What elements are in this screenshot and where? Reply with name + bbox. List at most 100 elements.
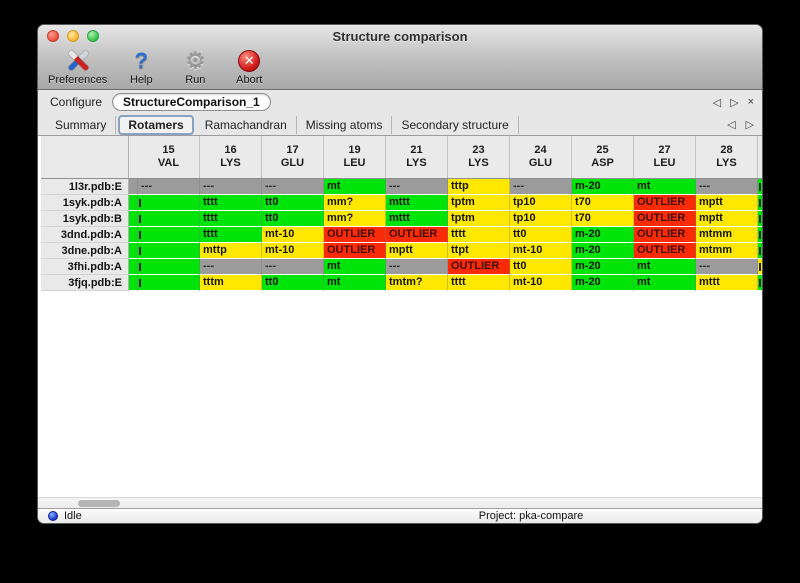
rotamer-cell[interactable]: mptt: [696, 211, 758, 227]
rotamer-cell[interactable]: mt: [324, 259, 386, 275]
rotamer-cell[interactable]: [138, 195, 200, 211]
rotamer-cell[interactable]: mt: [634, 275, 696, 291]
rotamer-cell[interactable]: ttpt: [448, 243, 510, 259]
rotamer-cell[interactable]: mtmm: [696, 227, 758, 243]
prev-configuration-arrow-icon[interactable]: ◁: [712, 96, 722, 109]
rotamer-cell[interactable]: OUTLIER: [634, 227, 696, 243]
rotamer-cell[interactable]: tp10: [510, 195, 572, 211]
clipped-cell-right[interactable]: [758, 211, 762, 227]
rotamer-cell[interactable]: t70: [572, 211, 634, 227]
rotamer-cell[interactable]: OUTLIER: [386, 227, 448, 243]
rotamer-cell[interactable]: tttt: [200, 211, 262, 227]
tab-summary[interactable]: Summary: [46, 115, 117, 134]
rotamer-cell[interactable]: mt: [634, 259, 696, 275]
tab-secondary-structure[interactable]: Secondary structure: [392, 115, 519, 134]
rotamer-cell[interactable]: ---: [138, 179, 200, 195]
clipped-cell-right[interactable]: [758, 195, 762, 211]
rotamer-cell[interactable]: tmtm?: [386, 275, 448, 291]
clipped-cell-left[interactable]: [129, 179, 138, 195]
rotamer-cell[interactable]: mttt: [386, 211, 448, 227]
toolbar-preferences-button[interactable]: Preferences: [48, 49, 107, 86]
rotamer-cell[interactable]: tttt: [200, 227, 262, 243]
rotamer-cell[interactable]: tttt: [448, 275, 510, 291]
tab-rotamers[interactable]: Rotamers: [118, 114, 194, 135]
tab-next-arrow-icon[interactable]: ▷: [745, 119, 754, 131]
rotamer-cell[interactable]: OUTLIER: [324, 227, 386, 243]
clipped-cell-right[interactable]: [758, 243, 762, 259]
rotamer-cell[interactable]: mttt: [696, 275, 758, 291]
rotamer-cell[interactable]: mm?: [324, 211, 386, 227]
toolbar-abort-button[interactable]: ✕ Abort: [229, 49, 269, 86]
rotamer-cell[interactable]: mt-10: [510, 243, 572, 259]
rotamer-cell[interactable]: ---: [200, 259, 262, 275]
horizontal-scrollbar-thumb[interactable]: [78, 500, 120, 507]
close-window-button[interactable]: [47, 30, 59, 42]
rotamer-cell[interactable]: ---: [386, 259, 448, 275]
rotamer-cell[interactable]: tttt: [448, 227, 510, 243]
rotamer-cell[interactable]: mptt: [696, 195, 758, 211]
next-configuration-arrow-icon[interactable]: ▷: [730, 96, 739, 109]
rotamer-cell[interactable]: m-20: [572, 227, 634, 243]
clipped-cell-right[interactable]: [758, 275, 762, 291]
rotamer-cell[interactable]: mt: [324, 275, 386, 291]
clipped-cell-right[interactable]: [758, 179, 762, 195]
rotamer-cell[interactable]: mt: [634, 179, 696, 195]
rotamer-cell[interactable]: OUTLIER: [448, 259, 510, 275]
close-configuration-icon[interactable]: ×: [747, 95, 754, 108]
tab-ramachandran[interactable]: Ramachandran: [196, 115, 297, 134]
clipped-cell-right[interactable]: [758, 227, 762, 243]
rotamer-cell[interactable]: tt0: [510, 259, 572, 275]
rotamer-cell[interactable]: ---: [262, 179, 324, 195]
rotamer-cell[interactable]: ---: [696, 259, 758, 275]
rotamer-cell[interactable]: [138, 211, 200, 227]
rotamer-cell[interactable]: tttt: [200, 195, 262, 211]
zoom-window-button[interactable]: [87, 30, 99, 42]
rotamer-cell[interactable]: [138, 227, 200, 243]
clipped-cell-left[interactable]: [129, 211, 138, 227]
rotamer-cell[interactable]: ---: [200, 179, 262, 195]
rotamer-cell[interactable]: mptt: [386, 243, 448, 259]
rotamer-cell[interactable]: tt0: [262, 275, 324, 291]
tab-missing-atoms[interactable]: Missing atoms: [297, 115, 393, 134]
rotamer-cell[interactable]: ---: [510, 179, 572, 195]
rotamer-cell[interactable]: tt0: [262, 211, 324, 227]
rotamer-cell[interactable]: mttt: [386, 195, 448, 211]
rotamer-cell[interactable]: tptm: [448, 211, 510, 227]
rotamer-cell[interactable]: m-20: [572, 275, 634, 291]
rotamer-cell[interactable]: tt0: [510, 227, 572, 243]
clipped-cell-left[interactable]: [129, 227, 138, 243]
clipped-cell-right[interactable]: [758, 259, 762, 275]
rotamer-cell[interactable]: tttm: [200, 275, 262, 291]
rotamer-cell[interactable]: mt: [324, 179, 386, 195]
rotamer-cell[interactable]: tptm: [448, 195, 510, 211]
horizontal-scrollbar[interactable]: [38, 497, 762, 508]
minimize-window-button[interactable]: [67, 30, 79, 42]
rotamer-cell[interactable]: OUTLIER: [634, 195, 696, 211]
rotamer-cell[interactable]: OUTLIER: [634, 211, 696, 227]
rotamer-cell[interactable]: mt-10: [262, 227, 324, 243]
rotamer-cell[interactable]: mm?: [324, 195, 386, 211]
rotamer-cell[interactable]: mt-10: [510, 275, 572, 291]
tab-prev-arrow-icon[interactable]: ◁: [727, 119, 736, 131]
rotamer-cell[interactable]: OUTLIER: [324, 243, 386, 259]
rotamer-cell[interactable]: m-20: [572, 243, 634, 259]
rotamer-cell[interactable]: ---: [696, 179, 758, 195]
rotamer-cell[interactable]: tp10: [510, 211, 572, 227]
rotamer-cell[interactable]: [138, 243, 200, 259]
rotamer-cell[interactable]: t70: [572, 195, 634, 211]
rotamer-cell[interactable]: m-20: [572, 179, 634, 195]
rotamer-cell[interactable]: ---: [262, 259, 324, 275]
clipped-cell-left[interactable]: [129, 243, 138, 259]
rotamer-cell[interactable]: [138, 275, 200, 291]
clipped-cell-left[interactable]: [129, 195, 138, 211]
rotamer-cell[interactable]: mtmm: [696, 243, 758, 259]
rotamer-cell[interactable]: mttp: [200, 243, 262, 259]
rotamer-cell[interactable]: [138, 259, 200, 275]
window-titlebar[interactable]: Structure comparison: [38, 25, 762, 47]
rotamer-cell[interactable]: m-20: [572, 259, 634, 275]
rotamer-cell[interactable]: OUTLIER: [634, 243, 696, 259]
rotamer-cell[interactable]: mt-10: [262, 243, 324, 259]
clipped-cell-left[interactable]: [129, 259, 138, 275]
clipped-cell-left[interactable]: [129, 275, 138, 291]
toolbar-run-button[interactable]: ⚙ Run: [175, 48, 215, 87]
